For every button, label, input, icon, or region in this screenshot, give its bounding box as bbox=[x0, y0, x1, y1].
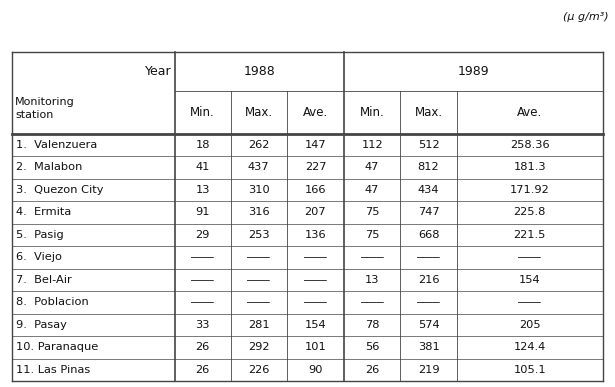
Text: 147: 147 bbox=[304, 140, 327, 150]
Text: 13: 13 bbox=[196, 185, 210, 195]
Text: 101: 101 bbox=[304, 342, 327, 353]
Text: 292: 292 bbox=[248, 342, 269, 353]
Text: 9.  Pasay: 9. Pasay bbox=[16, 320, 67, 330]
Text: 75: 75 bbox=[365, 230, 379, 240]
Text: Ave.: Ave. bbox=[517, 106, 542, 119]
Text: 207: 207 bbox=[304, 207, 327, 217]
Text: 281: 281 bbox=[248, 320, 269, 330]
Text: 3.  Quezon City: 3. Quezon City bbox=[16, 185, 103, 195]
Text: 11. Las Pinas: 11. Las Pinas bbox=[16, 365, 90, 375]
Text: 1988: 1988 bbox=[244, 65, 276, 78]
Text: 4.  Ermita: 4. Ermita bbox=[16, 207, 71, 217]
Text: Max.: Max. bbox=[245, 106, 273, 119]
Text: 1989: 1989 bbox=[458, 65, 489, 78]
Text: 105.1: 105.1 bbox=[514, 365, 546, 375]
Text: 26: 26 bbox=[365, 365, 379, 375]
Text: 8.  Poblacion: 8. Poblacion bbox=[16, 297, 89, 307]
Text: 7.  Bel-Air: 7. Bel-Air bbox=[16, 275, 72, 285]
Text: 112: 112 bbox=[362, 140, 383, 150]
Text: ――: ―― bbox=[361, 252, 384, 262]
Text: 33: 33 bbox=[196, 320, 210, 330]
Text: Year: Year bbox=[145, 65, 172, 78]
Text: 154: 154 bbox=[304, 320, 327, 330]
Text: 90: 90 bbox=[308, 365, 323, 375]
Text: ――: ―― bbox=[247, 252, 270, 262]
Text: 258.36: 258.36 bbox=[510, 140, 550, 150]
Text: 26: 26 bbox=[196, 342, 210, 353]
Text: 75: 75 bbox=[365, 207, 379, 217]
Text: 316: 316 bbox=[248, 207, 269, 217]
Text: ――: ―― bbox=[247, 275, 270, 285]
Text: 812: 812 bbox=[418, 162, 439, 172]
Text: 668: 668 bbox=[418, 230, 439, 240]
Text: ――: ―― bbox=[304, 275, 327, 285]
Text: 13: 13 bbox=[365, 275, 379, 285]
Text: 47: 47 bbox=[365, 162, 379, 172]
Text: 91: 91 bbox=[196, 207, 210, 217]
Text: 171.92: 171.92 bbox=[510, 185, 550, 195]
Text: 136: 136 bbox=[304, 230, 327, 240]
Text: 154: 154 bbox=[519, 275, 541, 285]
Text: 434: 434 bbox=[418, 185, 439, 195]
Text: 225.8: 225.8 bbox=[514, 207, 546, 217]
Text: Min.: Min. bbox=[360, 106, 384, 119]
Text: ――: ―― bbox=[304, 252, 327, 262]
Text: 226: 226 bbox=[248, 365, 269, 375]
Text: ――: ―― bbox=[518, 252, 541, 262]
Text: (μ g/m³): (μ g/m³) bbox=[563, 12, 609, 22]
Text: ――: ―― bbox=[191, 275, 214, 285]
Text: 2.  Malabon: 2. Malabon bbox=[16, 162, 82, 172]
Text: Monitoring
station: Monitoring station bbox=[15, 97, 75, 120]
Text: ――: ―― bbox=[247, 297, 270, 307]
Text: 18: 18 bbox=[196, 140, 210, 150]
Text: 262: 262 bbox=[248, 140, 269, 150]
Text: ――: ―― bbox=[191, 252, 214, 262]
Text: 6.  Viejo: 6. Viejo bbox=[16, 252, 62, 262]
Text: 1.  Valenzuera: 1. Valenzuera bbox=[16, 140, 97, 150]
Text: 29: 29 bbox=[196, 230, 210, 240]
Text: 221.5: 221.5 bbox=[514, 230, 546, 240]
Text: 205: 205 bbox=[519, 320, 541, 330]
Text: 181.3: 181.3 bbox=[514, 162, 546, 172]
Text: 437: 437 bbox=[248, 162, 269, 172]
Text: ――: ―― bbox=[304, 297, 327, 307]
Text: Ave.: Ave. bbox=[303, 106, 328, 119]
Text: 216: 216 bbox=[418, 275, 439, 285]
Text: 512: 512 bbox=[418, 140, 439, 150]
Text: 10. Paranaque: 10. Paranaque bbox=[16, 342, 98, 353]
Text: ――: ―― bbox=[417, 252, 440, 262]
Text: 56: 56 bbox=[365, 342, 379, 353]
Text: Min.: Min. bbox=[190, 106, 215, 119]
Text: 26: 26 bbox=[196, 365, 210, 375]
Text: 5.  Pasig: 5. Pasig bbox=[16, 230, 64, 240]
Text: 124.4: 124.4 bbox=[514, 342, 546, 353]
Text: 47: 47 bbox=[365, 185, 379, 195]
Text: ――: ―― bbox=[417, 297, 440, 307]
Text: Max.: Max. bbox=[415, 106, 443, 119]
Text: 381: 381 bbox=[418, 342, 439, 353]
Text: 747: 747 bbox=[418, 207, 439, 217]
Text: ――: ―― bbox=[518, 297, 541, 307]
Text: 253: 253 bbox=[248, 230, 269, 240]
Text: 166: 166 bbox=[304, 185, 326, 195]
Text: 227: 227 bbox=[304, 162, 326, 172]
Text: 574: 574 bbox=[418, 320, 439, 330]
Text: ――: ―― bbox=[361, 297, 384, 307]
Text: 41: 41 bbox=[196, 162, 210, 172]
Text: 78: 78 bbox=[365, 320, 379, 330]
Text: 219: 219 bbox=[418, 365, 439, 375]
Text: 310: 310 bbox=[248, 185, 269, 195]
Text: ――: ―― bbox=[191, 297, 214, 307]
